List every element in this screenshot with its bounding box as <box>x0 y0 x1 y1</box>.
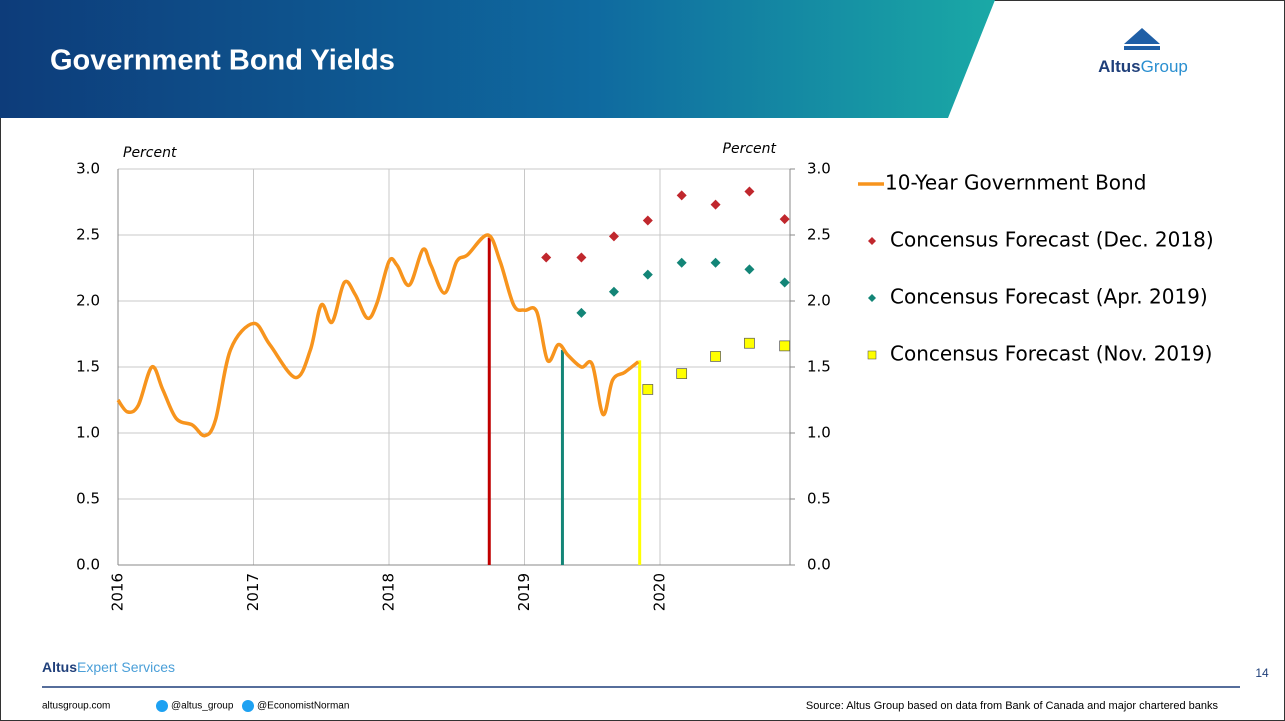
legend-swatch <box>867 350 877 360</box>
marker <box>710 257 721 268</box>
legend-label: 10-Year Government Bond <box>885 171 1146 195</box>
marker <box>744 337 755 349</box>
marker <box>642 384 654 395</box>
footer-brand: AltusExpert Services <box>42 659 175 675</box>
header-band <box>0 0 995 118</box>
marker <box>779 214 790 225</box>
marker <box>541 252 552 263</box>
y2-tick-label: 1.5 <box>807 358 831 376</box>
marker <box>676 368 688 379</box>
y-tick-label: 0.5 <box>76 490 100 508</box>
marker <box>676 190 687 201</box>
footer-twitter[interactable]: @EconomistNorman <box>257 701 349 712</box>
y-tick-label: 1.5 <box>76 358 100 376</box>
marker <box>576 252 587 263</box>
y2-tick-label: 2.5 <box>807 226 831 244</box>
x-tick-label: 2017 <box>244 573 262 611</box>
twitter-icon <box>242 700 254 712</box>
y-tick-label: 2.5 <box>76 226 100 244</box>
x-tick-label: 2016 <box>109 573 127 611</box>
footer-twitter[interactable]: @altus_group <box>171 701 234 712</box>
slide-title: Government Bond Yields <box>50 45 395 77</box>
x-tick-label: 2020 <box>651 573 669 611</box>
footer-website[interactable]: altusgroup.com <box>42 701 110 712</box>
marker <box>608 286 619 297</box>
twitter-icon <box>156 700 168 712</box>
marker <box>642 269 653 280</box>
marker <box>676 257 687 268</box>
y2-tick-label: 3.0 <box>807 160 831 178</box>
line-series <box>116 233 640 438</box>
logo-icon <box>1124 28 1160 44</box>
y-tick-label: 3.0 <box>76 160 100 178</box>
logo-word: Altus <box>1098 57 1141 76</box>
marker <box>642 215 653 226</box>
y-tick-label: 0.0 <box>76 556 100 574</box>
x-tick-label: 2018 <box>380 573 398 611</box>
footer-source: Source: Altus Group based on data from B… <box>806 700 1219 712</box>
marker <box>710 199 721 210</box>
logo-icon <box>1124 46 1160 50</box>
y-tick-label: 2.0 <box>76 292 100 310</box>
chart: 0.0 0.5 1.0 1.5 2.0 2.5 3.0 0.0 0.5 1.0 1.5 2.0 2.5 3… <box>76 141 1214 611</box>
marker <box>576 307 587 318</box>
legend-label: Concensus Forecast (Dec. 2018) <box>890 228 1214 252</box>
brand-word: Expert Services <box>77 659 175 675</box>
y2-tick-label: 0.5 <box>807 490 831 508</box>
marker <box>779 277 790 288</box>
marker <box>608 231 619 242</box>
y2-axis-label: Percent <box>723 141 777 157</box>
marker <box>744 186 755 197</box>
y2-tick-label: 0.0 <box>807 556 831 574</box>
y2-tick-label: 2.0 <box>807 292 831 310</box>
logo-word: Group <box>1141 57 1188 76</box>
logo-text: AltusGroup <box>1098 57 1188 76</box>
brand-word: Altus <box>42 659 77 675</box>
y-tick-label: 1.0 <box>76 424 100 442</box>
legend-label: Concensus Forecast (Apr. 2019) <box>890 285 1208 309</box>
marker <box>779 340 791 352</box>
legend-swatch <box>868 294 876 302</box>
page-number: 14 <box>1255 666 1269 680</box>
legend-label: Concensus Forecast (Nov. 2019) <box>890 342 1212 366</box>
x-tick-label: 2019 <box>515 573 533 611</box>
y-axis-label: Percent <box>123 145 177 161</box>
marker <box>710 351 721 362</box>
y2-tick-label: 1.0 <box>807 424 831 442</box>
legend-swatch <box>868 237 876 245</box>
marker <box>744 264 755 275</box>
